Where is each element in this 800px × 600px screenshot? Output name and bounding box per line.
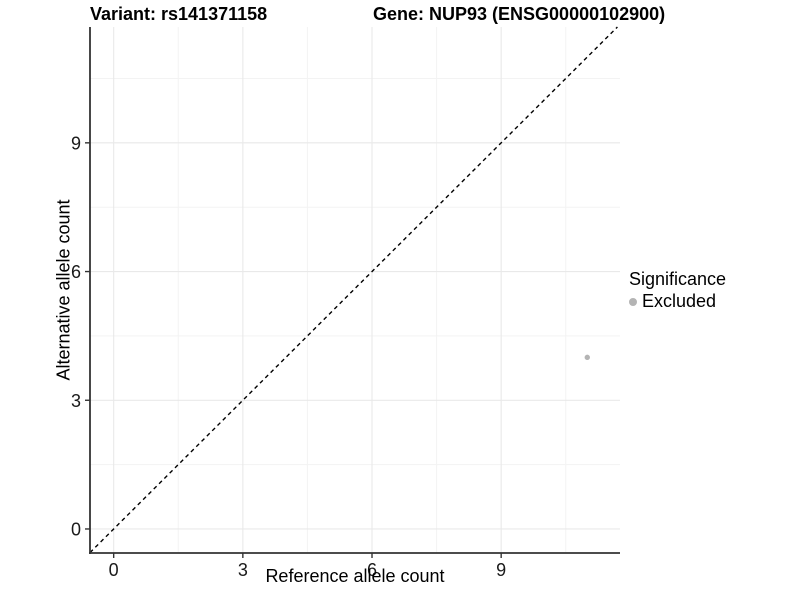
y-axis-title: Alternative allele count [53, 199, 74, 381]
legend-item-label: Excluded [642, 291, 717, 311]
x-tick-label: 9 [496, 560, 506, 580]
legend: Significance Excluded [629, 269, 726, 312]
x-axis-title: Reference allele count [265, 566, 445, 586]
plot-title-gene: Gene: NUP93 (ENSG00000102900) [373, 4, 666, 24]
legend-title: Significance [629, 269, 727, 289]
x-tick-label: 6 [367, 560, 377, 580]
x-tick-label: 3 [238, 560, 248, 580]
plot-title-variant: Variant: rs141371158 [90, 4, 268, 24]
data-point [584, 354, 590, 361]
legend-item-excluded: Excluded [629, 291, 726, 312]
y-tick-label: 0 [71, 519, 81, 539]
y-tick-label: 3 [71, 391, 81, 411]
y-tick-label: 6 [71, 262, 81, 282]
identity-line [89, 26, 618, 554]
legend-key-dot-icon [629, 297, 637, 306]
x-tick-label: 0 [109, 560, 119, 580]
y-tick-label: 9 [71, 133, 81, 153]
